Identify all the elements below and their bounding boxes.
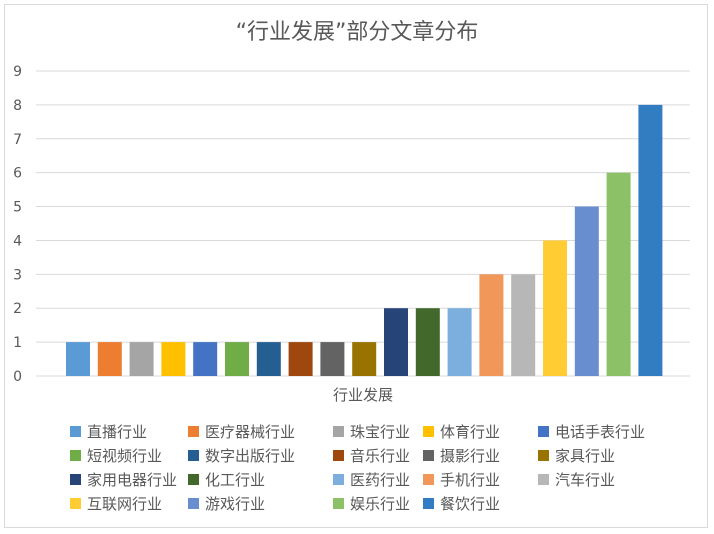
bar-15 [511,274,536,376]
legend-item: 数字出版行业 [188,445,295,467]
bar-2 [97,342,122,376]
legend-item: 汽车行业 [538,469,615,491]
bar-4 [161,342,186,376]
x-axis-label: 行业发展 [333,386,393,404]
legend-item: 家用电器行业 [70,469,177,491]
legend-swatch [188,498,199,509]
y-tick-label: 6 [13,166,22,182]
bar-11 [384,308,408,376]
legend-swatch [423,498,434,509]
legend-label: 家具行业 [555,447,616,465]
y-tick-label: 4 [13,233,22,249]
legend-label: 摄影行业 [440,447,501,465]
legend-label: 手机行业 [440,471,501,489]
legend-label: 医药行业 [350,471,411,489]
bar-5 [193,342,218,376]
legend-swatch [70,426,81,437]
y-tick-label: 3 [13,267,22,283]
legend-swatch [333,450,344,461]
legend-item: 娱乐行业 [333,493,410,515]
legend-label: 电话手表行业 [555,423,646,441]
bar-16 [543,240,567,376]
legend-swatch [423,474,434,485]
bar-9 [320,342,345,376]
bars [66,104,663,376]
legend-swatch [423,426,434,437]
legend-label: 音乐行业 [350,447,411,465]
legend-item: 摄影行业 [423,445,500,467]
legend-swatch [538,426,549,437]
bar-17 [574,206,599,376]
legend-item: 家具行业 [538,445,615,467]
legend-label: 家用电器行业 [87,471,178,489]
legend-swatch [188,426,199,437]
legend-swatch [188,450,199,461]
legend-swatch [70,498,81,509]
legend-item: 餐饮行业 [423,493,500,515]
y-tick-label: 8 [13,98,22,114]
legend-swatch [333,426,344,437]
legend-swatch [333,474,344,485]
bar-14 [479,274,504,376]
legend-swatch [538,450,549,461]
legend-item: 电话手表行业 [538,421,645,443]
y-tick-label: 5 [13,200,22,216]
legend-item: 体育行业 [423,421,500,443]
legend-item: 医药行业 [333,469,410,491]
bar-6 [225,342,249,376]
legend-label: 体育行业 [440,423,501,441]
legend-item: 直播行业 [70,421,147,443]
bar-18 [606,172,631,376]
legend-label: 数字出版行业 [205,447,296,465]
legend-label: 互联网行业 [87,495,163,513]
bar-1 [66,342,90,376]
bar-13 [447,308,472,376]
bar-3 [129,342,154,376]
y-tick-label: 2 [13,301,22,317]
chart-title: “行业发展”部分文章分布 [235,20,479,45]
y-tick-label: 7 [13,132,22,148]
bar-7 [256,342,281,376]
chart-frame [4,4,708,528]
legend-label: 游戏行业 [205,495,266,513]
legend-label: 化工行业 [205,471,266,489]
legend-item: 珠宝行业 [333,421,410,443]
legend-item: 音乐行业 [333,445,410,467]
legend-label: 娱乐行业 [350,495,411,513]
y-tick-label: 1 [13,335,22,351]
legend-item: 医疗器械行业 [188,421,295,443]
legend-item: 短视频行业 [70,445,162,467]
bar-19 [638,104,663,376]
legend-swatch [423,450,434,461]
y-tick-label: 0 [13,369,22,385]
legend-item: 手机行业 [423,469,500,491]
legend-swatch [538,474,549,485]
legend-swatch [188,474,199,485]
bar-12 [415,308,440,376]
legend-label: 珠宝行业 [350,423,411,441]
legend-item: 游戏行业 [188,493,265,515]
bar-8 [288,342,313,376]
legend-label: 医疗器械行业 [205,423,296,441]
y-tick-label: 9 [13,64,22,80]
legend-swatch [70,474,81,485]
legend-label: 短视频行业 [87,447,163,465]
legend-label: 直播行业 [87,423,148,441]
legend-label: 汽车行业 [555,471,616,489]
legend-item: 互联网行业 [70,493,162,515]
y-axis-ticks: 0 1 2 3 4 5 6 7 8 9 [13,64,22,385]
legend-swatch [333,498,344,509]
legend-swatch [70,450,81,461]
legend-label: 餐饮行业 [440,495,501,513]
bar-10 [352,342,377,376]
legend-item: 化工行业 [188,469,265,491]
